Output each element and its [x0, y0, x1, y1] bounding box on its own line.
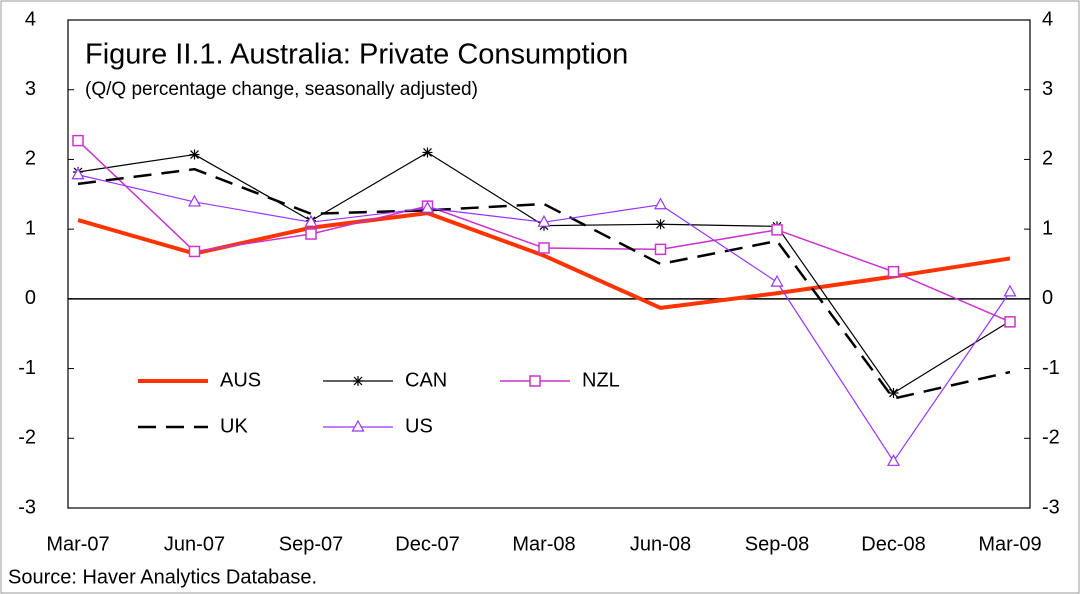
x-tick-label: Mar-07	[46, 533, 109, 555]
marker	[653, 197, 668, 210]
marker	[655, 219, 666, 230]
marker	[189, 149, 200, 160]
y2-tick-label: 2	[1042, 148, 1053, 170]
x-tick-label: Dec-07	[395, 533, 459, 555]
y-tick-label: 3	[25, 78, 36, 100]
marker	[304, 214, 318, 227]
y-tick-label: 2	[25, 148, 36, 170]
x-tick-label: Mar-08	[512, 533, 575, 555]
marker	[420, 200, 435, 213]
marker	[71, 167, 85, 180]
chart-subtitle: (Q/Q percentage change, seasonally adjus…	[85, 79, 478, 100]
y-tick-label: -1	[18, 357, 36, 379]
x-tick-label: Jun-08	[630, 533, 691, 555]
marker	[770, 274, 784, 287]
y2-tick-label: -2	[1042, 427, 1060, 449]
y2-tick-label: 3	[1042, 78, 1053, 100]
y-tick-label: 0	[25, 287, 36, 309]
x-tick-label: Sep-08	[745, 533, 810, 555]
legend-label: US	[405, 415, 433, 437]
y-tick-label: 1	[25, 217, 36, 239]
x-tick-label: Dec-08	[861, 533, 925, 555]
marker	[771, 224, 783, 236]
marker	[1004, 316, 1016, 328]
marker	[886, 454, 901, 466]
marker	[887, 265, 900, 278]
marker	[305, 228, 317, 240]
legend-marker	[529, 375, 541, 387]
chart-title: Figure II.1. Australia: Private Consumpt…	[85, 39, 628, 71]
y-tick-label: -2	[18, 427, 36, 449]
marker	[187, 194, 202, 207]
y2-tick-label: -3	[1042, 496, 1060, 518]
legend-marker	[353, 376, 363, 386]
y2-tick-label: 0	[1042, 287, 1053, 309]
x-tick-label: Mar-09	[978, 533, 1041, 555]
legend-marker	[351, 419, 365, 432]
series-line	[77, 167, 1011, 400]
legend-label: CAN	[405, 369, 447, 391]
legend-label: NZL	[582, 369, 620, 391]
y2-tick-label: 4	[1042, 8, 1053, 30]
x-tick-label: Sep-07	[279, 533, 344, 555]
marker	[422, 147, 433, 158]
y2-tick-label: 1	[1042, 217, 1053, 239]
marker	[537, 214, 551, 227]
x-tick-label: Jun-07	[164, 533, 225, 555]
legend-label: UK	[220, 415, 248, 437]
marker	[654, 243, 667, 256]
y-tick-label: 4	[25, 8, 36, 30]
marker	[538, 242, 550, 254]
marker	[188, 245, 201, 258]
marker	[888, 387, 899, 398]
legend-label: AUS	[220, 369, 261, 391]
marker	[1003, 284, 1017, 297]
source-note: Source: Haver Analytics Database.	[8, 566, 317, 588]
plot-frame	[67, 19, 1031, 509]
y2-tick-label: -1	[1042, 357, 1060, 379]
marker	[72, 134, 84, 147]
y-tick-label: -3	[18, 496, 36, 518]
